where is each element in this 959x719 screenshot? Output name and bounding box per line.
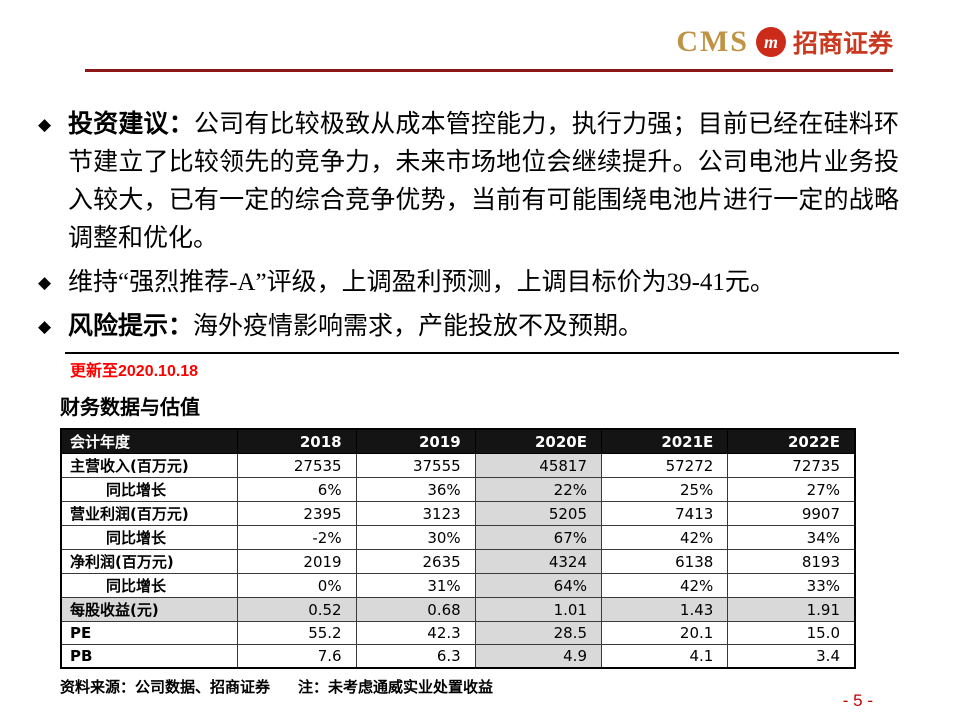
table-cell: 3.4 [727,644,856,668]
page-number: - 5 - [842,691,873,710]
section-divider [65,352,899,354]
table-header-row: 会计年度 2018 2019 2020E 2021E 2022E [60,428,856,454]
table-header-year: 2019 [355,428,476,454]
table-row-label: 每股收益(元) [60,597,238,622]
financial-table-body: 主营收入(百万元) 27535 37555 45817 57272 72735 同比增长 6%… [60,453,856,668]
source-line: 资料来源：公司数据、招商证券 注：未考虑通威实业处置收益 [60,676,899,697]
table-cell: 72735 [727,453,856,478]
bullet-rating: ◆ 维持“强烈推荐-A”评级，上调盈利预测，上调目标价为39-41元。 [38,264,899,302]
table-cell: 4.9 [474,644,603,668]
table-row-label: 净利润(百万元) [60,549,238,574]
table-cell: 42.3 [355,621,476,645]
table-row: 每股收益(元) 0.52 0.68 1.01 1.43 1.91 [60,597,856,622]
header-divider [85,69,893,72]
financials-section-title: 财务数据与估值 [60,397,200,419]
table-cell: 9907 [727,501,856,526]
table-cell: 7413 [600,501,729,526]
table-cell: 2635 [355,549,476,574]
table-cell: 22% [474,477,603,502]
table-cell: 15.0 [727,621,856,645]
table-cell: 31% [355,573,476,598]
table-cell: 4.1 [600,644,729,668]
table-cell: 0.68 [355,597,476,622]
table-cell: 3123 [355,501,476,526]
table-cell: 33% [727,573,856,598]
source-text: 资料来源：公司数据、招商证券 [60,678,271,696]
table-row-label: PB [60,644,238,668]
bullet-lead: 投资建议： [68,111,194,138]
table-row: 主营收入(百万元) 27535 37555 45817 57272 72735 [60,453,856,478]
table-cell: 30% [355,525,476,550]
diamond-bullet-icon: ◆ [38,115,52,135]
table-cell: 28.5 [474,621,603,645]
bullet-investment-advice: ◆ 投资建议：公司有比较极致从成本管控能力，执行力强；目前已经在硅料环节建立了比… [38,106,899,258]
bullet-lead: 风险提示： [68,313,194,340]
table-row-label: 同比增长 [60,573,238,598]
cms-logo: CMS m 招商证券 [676,24,893,60]
table-row: 营业利润(百万元) 2395 3123 5205 7413 9907 [60,501,856,526]
table-row: PB 7.6 6.3 4.9 4.1 3.4 [60,644,856,668]
table-row-label: 营业利润(百万元) [60,501,238,526]
table-cell: 34% [727,525,856,550]
table-row-label: 同比增长 [60,477,238,502]
table-header-label: 会计年度 [60,428,238,454]
table-header-year: 2021E [600,428,729,454]
table-cell: 0% [236,573,357,598]
source-note-text: 注：未考虑通威实业处置收益 [298,678,494,696]
table-row: 同比增长 -2% 30% 67% 42% 34% [60,525,856,550]
table-row-label: 同比增长 [60,525,238,550]
table-cell: 2395 [236,501,357,526]
table-header-year: 2018 [236,428,357,454]
table-cell: 67% [474,525,603,550]
table-cell: 4324 [474,549,603,574]
table-cell: 42% [600,525,729,550]
table-cell: 64% [474,573,603,598]
table-cell: 27% [727,477,856,502]
table-cell: 55.2 [236,621,357,645]
table-row-label: 主营收入(百万元) [60,453,238,478]
financial-table: 会计年度 2018 2019 2020E 2021E 2022E 主营收入(百万元) 275… [60,428,856,669]
table-cell: 57272 [600,453,729,478]
table-cell: 42% [600,573,729,598]
table-cell: 37555 [355,453,476,478]
table-row: 净利润(百万元) 2019 2635 4324 6138 8193 [60,549,856,574]
table-cell: 6138 [600,549,729,574]
table-row-label: PE [60,621,238,645]
table-cell: 1.91 [727,597,856,622]
table-row: PE 55.2 42.3 28.5 20.1 15.0 [60,621,856,645]
cms-m-icon: m [755,27,786,57]
table-cell: 27535 [236,453,357,478]
table-row: 同比增长 6% 36% 22% 25% 27% [60,477,856,502]
bullet-list: ◆ 投资建议：公司有比较极致从成本管控能力，执行力强；目前已经在硅料环节建立了比… [38,106,899,346]
table-cell: 6% [236,477,357,502]
table-header-year: 2020E [474,428,603,454]
table-cell: 1.01 [474,597,603,622]
update-date-note: 更新至2020.10.18 [70,363,199,380]
table-cell: 45817 [474,453,603,478]
diamond-bullet-icon: ◆ [38,317,52,337]
table-cell: 8193 [727,549,856,574]
table-cell: 7.6 [236,644,357,668]
diamond-bullet-icon: ◆ [38,273,52,293]
table-cell: 20.1 [600,621,729,645]
table-cell: 5205 [474,501,603,526]
table-cell: 2019 [236,549,357,574]
cms-logo-text: CMS [676,25,749,58]
bullet-text: 海外疫情影响需求，产能投放不及预期。 [193,313,644,340]
cms-logo-chinese: 招商证券 [792,30,893,58]
table-cell: 36% [355,477,476,502]
table-header-year: 2022E [727,428,856,454]
table-cell: 25% [600,477,729,502]
table-cell: 1.43 [600,597,729,622]
bullet-text: 维持“强烈推荐-A”评级，上调盈利预测，上调目标价为39-41元。 [68,269,775,296]
slide-body: ◆ 投资建议：公司有比较极致从成本管控能力，执行力强；目前已经在硅料环节建立了比… [38,106,899,697]
table-cell: 0.52 [236,597,357,622]
bullet-text: 公司有比较极致从成本管控能力，执行力强；目前已经在硅料环节建立了比较领先的竞争力… [68,111,899,252]
table-cell: 6.3 [355,644,476,668]
cms-m-icon-letter: m [763,32,778,52]
table-cell: -2% [236,525,357,550]
table-row: 同比增长 0% 31% 64% 42% 33% [60,573,856,598]
bullet-risk-warning: ◆ 风险提示：海外疫情影响需求，产能投放不及预期。 [38,308,899,346]
